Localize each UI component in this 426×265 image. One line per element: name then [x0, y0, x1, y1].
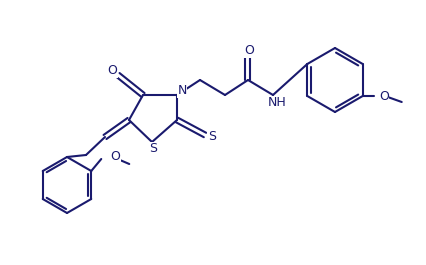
Text: NH: NH: [268, 96, 286, 109]
Text: S: S: [149, 143, 157, 156]
Text: O: O: [110, 149, 120, 162]
Text: N: N: [177, 85, 187, 98]
Text: S: S: [208, 130, 216, 144]
Text: O: O: [107, 64, 117, 77]
Text: O: O: [379, 90, 389, 103]
Text: O: O: [244, 45, 254, 58]
